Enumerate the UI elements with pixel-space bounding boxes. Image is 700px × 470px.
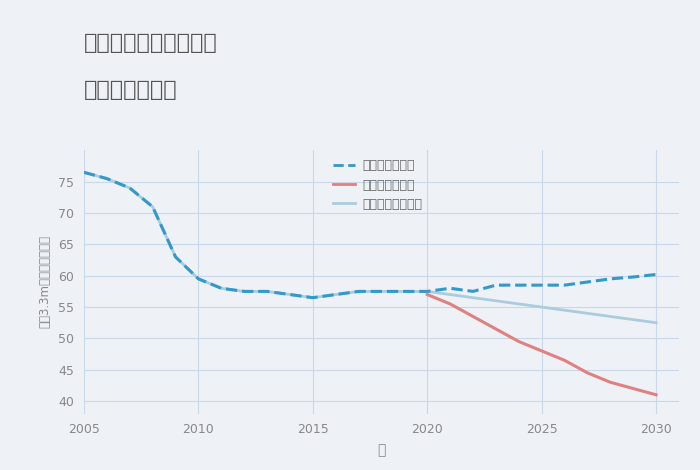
グッドシナリオ: [172, 254, 180, 260]
ノーマルシナリオ: [423, 289, 431, 294]
グッドシナリオ: [332, 292, 340, 298]
グッドシナリオ: [377, 289, 386, 294]
グッドシナリオ: [309, 295, 317, 300]
ノーマルシナリオ: [286, 292, 294, 298]
グッドシナリオ: [263, 289, 272, 294]
グッドシナリオ: [240, 289, 248, 294]
ノーマルシナリオ: [194, 276, 202, 282]
Line: ノーマルシナリオ: ノーマルシナリオ: [84, 172, 656, 323]
グッドシナリオ: [217, 285, 225, 291]
ノーマルシナリオ: [103, 176, 111, 181]
グッドシナリオ: [400, 289, 409, 294]
ノーマルシナリオ: [172, 254, 180, 260]
バッドシナリオ: [561, 358, 569, 363]
バッドシナリオ: [446, 301, 454, 307]
ノーマルシナリオ: [354, 289, 363, 294]
ノーマルシナリオ: [400, 289, 409, 294]
バッドシナリオ: [514, 339, 523, 345]
ノーマルシナリオ: [561, 307, 569, 313]
グッドシナリオ: [514, 282, 523, 288]
グッドシナリオ: [583, 279, 592, 285]
ノーマルシナリオ: [217, 285, 225, 291]
バッドシナリオ: [491, 326, 500, 332]
バッドシナリオ: [583, 370, 592, 376]
Legend: グッドシナリオ, バッドシナリオ, ノーマルシナリオ: グッドシナリオ, バッドシナリオ, ノーマルシナリオ: [333, 159, 423, 211]
ノーマルシナリオ: [446, 292, 454, 298]
グッドシナリオ: [354, 289, 363, 294]
ノーマルシナリオ: [240, 289, 248, 294]
バッドシナリオ: [538, 348, 546, 354]
Text: 土地の価格推移: 土地の価格推移: [84, 80, 178, 100]
グッドシナリオ: [125, 185, 134, 191]
ノーマルシナリオ: [469, 295, 477, 300]
X-axis label: 年: 年: [377, 443, 386, 457]
バッドシナリオ: [469, 313, 477, 319]
バッドシナリオ: [629, 386, 638, 392]
グッドシナリオ: [652, 272, 660, 277]
ノーマルシナリオ: [332, 292, 340, 298]
ノーマルシナリオ: [80, 170, 88, 175]
ノーマルシナリオ: [148, 204, 157, 210]
ノーマルシナリオ: [263, 289, 272, 294]
ノーマルシナリオ: [309, 295, 317, 300]
グッドシナリオ: [469, 289, 477, 294]
グッドシナリオ: [561, 282, 569, 288]
バッドシナリオ: [652, 392, 660, 398]
ノーマルシナリオ: [514, 301, 523, 307]
バッドシナリオ: [423, 292, 431, 298]
ノーマルシナリオ: [583, 311, 592, 316]
Line: バッドシナリオ: バッドシナリオ: [427, 295, 656, 395]
グッドシナリオ: [286, 292, 294, 298]
ノーマルシナリオ: [629, 317, 638, 322]
グッドシナリオ: [491, 282, 500, 288]
ノーマルシナリオ: [606, 313, 615, 319]
Text: 奈良県奈良市佐紀町の: 奈良県奈良市佐紀町の: [84, 33, 218, 53]
ノーマルシナリオ: [377, 289, 386, 294]
グッドシナリオ: [423, 289, 431, 294]
ノーマルシナリオ: [491, 298, 500, 304]
グッドシナリオ: [80, 170, 88, 175]
Line: グッドシナリオ: グッドシナリオ: [84, 172, 656, 298]
ノーマルシナリオ: [538, 304, 546, 310]
グッドシナリオ: [194, 276, 202, 282]
バッドシナリオ: [606, 379, 615, 385]
グッドシナリオ: [629, 274, 638, 280]
グッドシナリオ: [606, 276, 615, 282]
グッドシナリオ: [538, 282, 546, 288]
グッドシナリオ: [103, 176, 111, 181]
グッドシナリオ: [446, 285, 454, 291]
Y-axis label: 坪（3.3m）単価（万円）: 坪（3.3m）単価（万円）: [38, 235, 51, 329]
ノーマルシナリオ: [652, 320, 660, 326]
グッドシナリオ: [148, 204, 157, 210]
ノーマルシナリオ: [125, 185, 134, 191]
